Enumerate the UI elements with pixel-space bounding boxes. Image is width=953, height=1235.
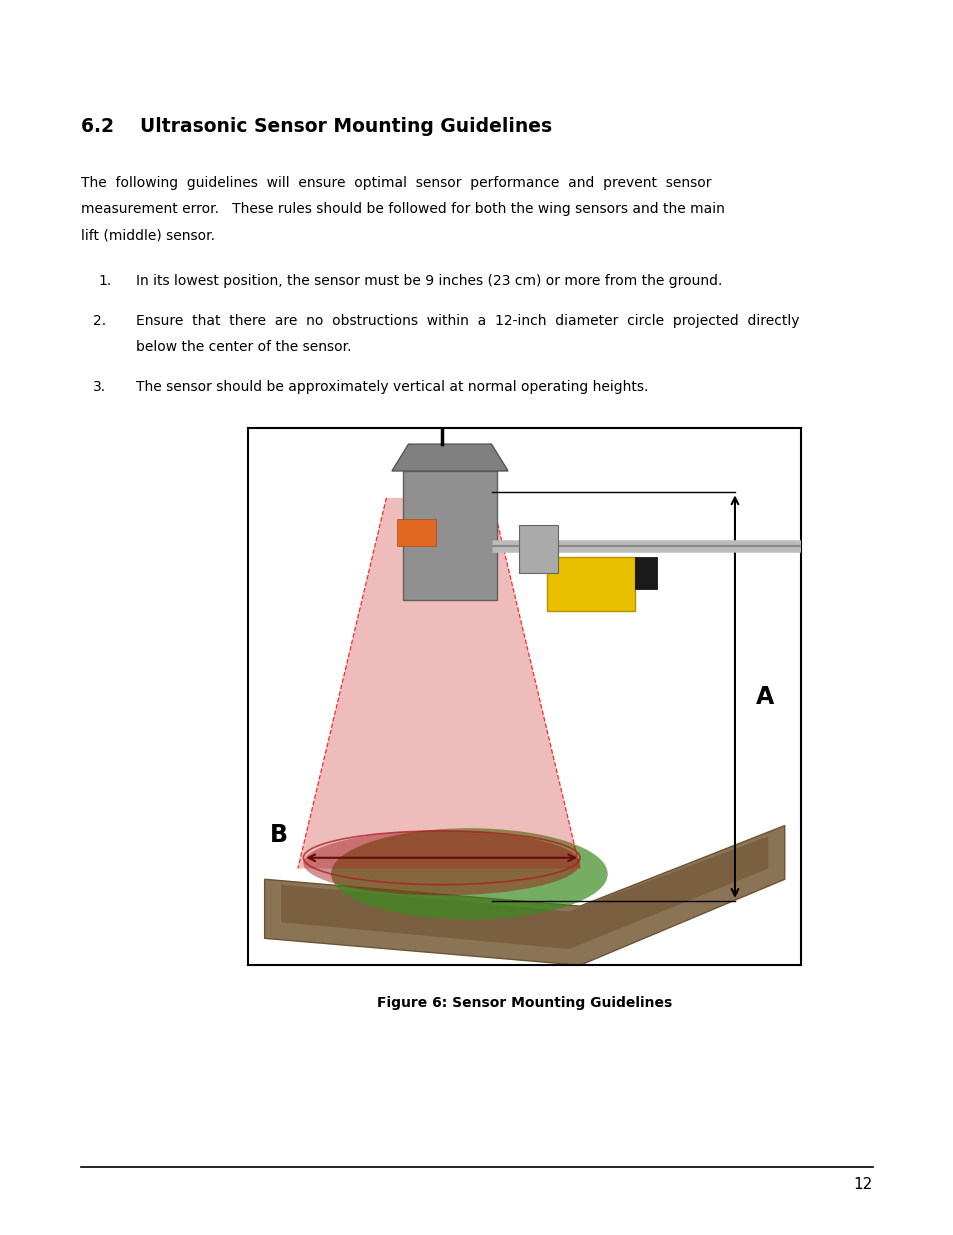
Text: 6.2    Ultrasonic Sensor Mounting Guidelines: 6.2 Ultrasonic Sensor Mounting Guideline… [81,117,552,136]
Bar [635,557,657,589]
Text: 12: 12 [853,1177,872,1192]
Text: The  following  guidelines  will  ensure  optimal  sensor  performance  and  pre: The following guidelines will ensure opt… [81,175,711,190]
Text: Ensure  that  there  are  no  obstructions  within  a  12-inch  diameter  circle: Ensure that there are no obstructions wi… [136,314,799,327]
Ellipse shape [303,831,579,895]
Text: In its lowest position, the sensor must be 9 inches (23 cm) or more from the gro: In its lowest position, the sensor must … [136,274,722,288]
Ellipse shape [331,829,607,920]
Text: measurement error.   These rules should be followed for both the wing sensors an: measurement error. These rules should be… [81,203,724,216]
Bar [518,525,558,573]
Text: below the center of the sensor.: below the center of the sensor. [136,341,352,354]
Polygon shape [281,836,767,948]
Text: 3.: 3. [92,380,106,394]
Text: A: A [756,684,774,709]
Polygon shape [297,498,579,868]
Text: 1.: 1. [98,274,112,288]
Text: Figure 6: Sensor Mounting Guidelines: Figure 6: Sensor Mounting Guidelines [376,997,672,1010]
Polygon shape [392,445,508,471]
Bar [397,519,436,546]
Text: lift (middle) sensor.: lift (middle) sensor. [81,228,214,243]
Text: B: B [269,823,287,847]
Bar [402,471,497,600]
Polygon shape [264,825,784,966]
Text: The sensor should be approximately vertical at normal operating heights.: The sensor should be approximately verti… [136,380,648,394]
Bar [546,557,635,610]
Text: 2.: 2. [92,314,106,327]
